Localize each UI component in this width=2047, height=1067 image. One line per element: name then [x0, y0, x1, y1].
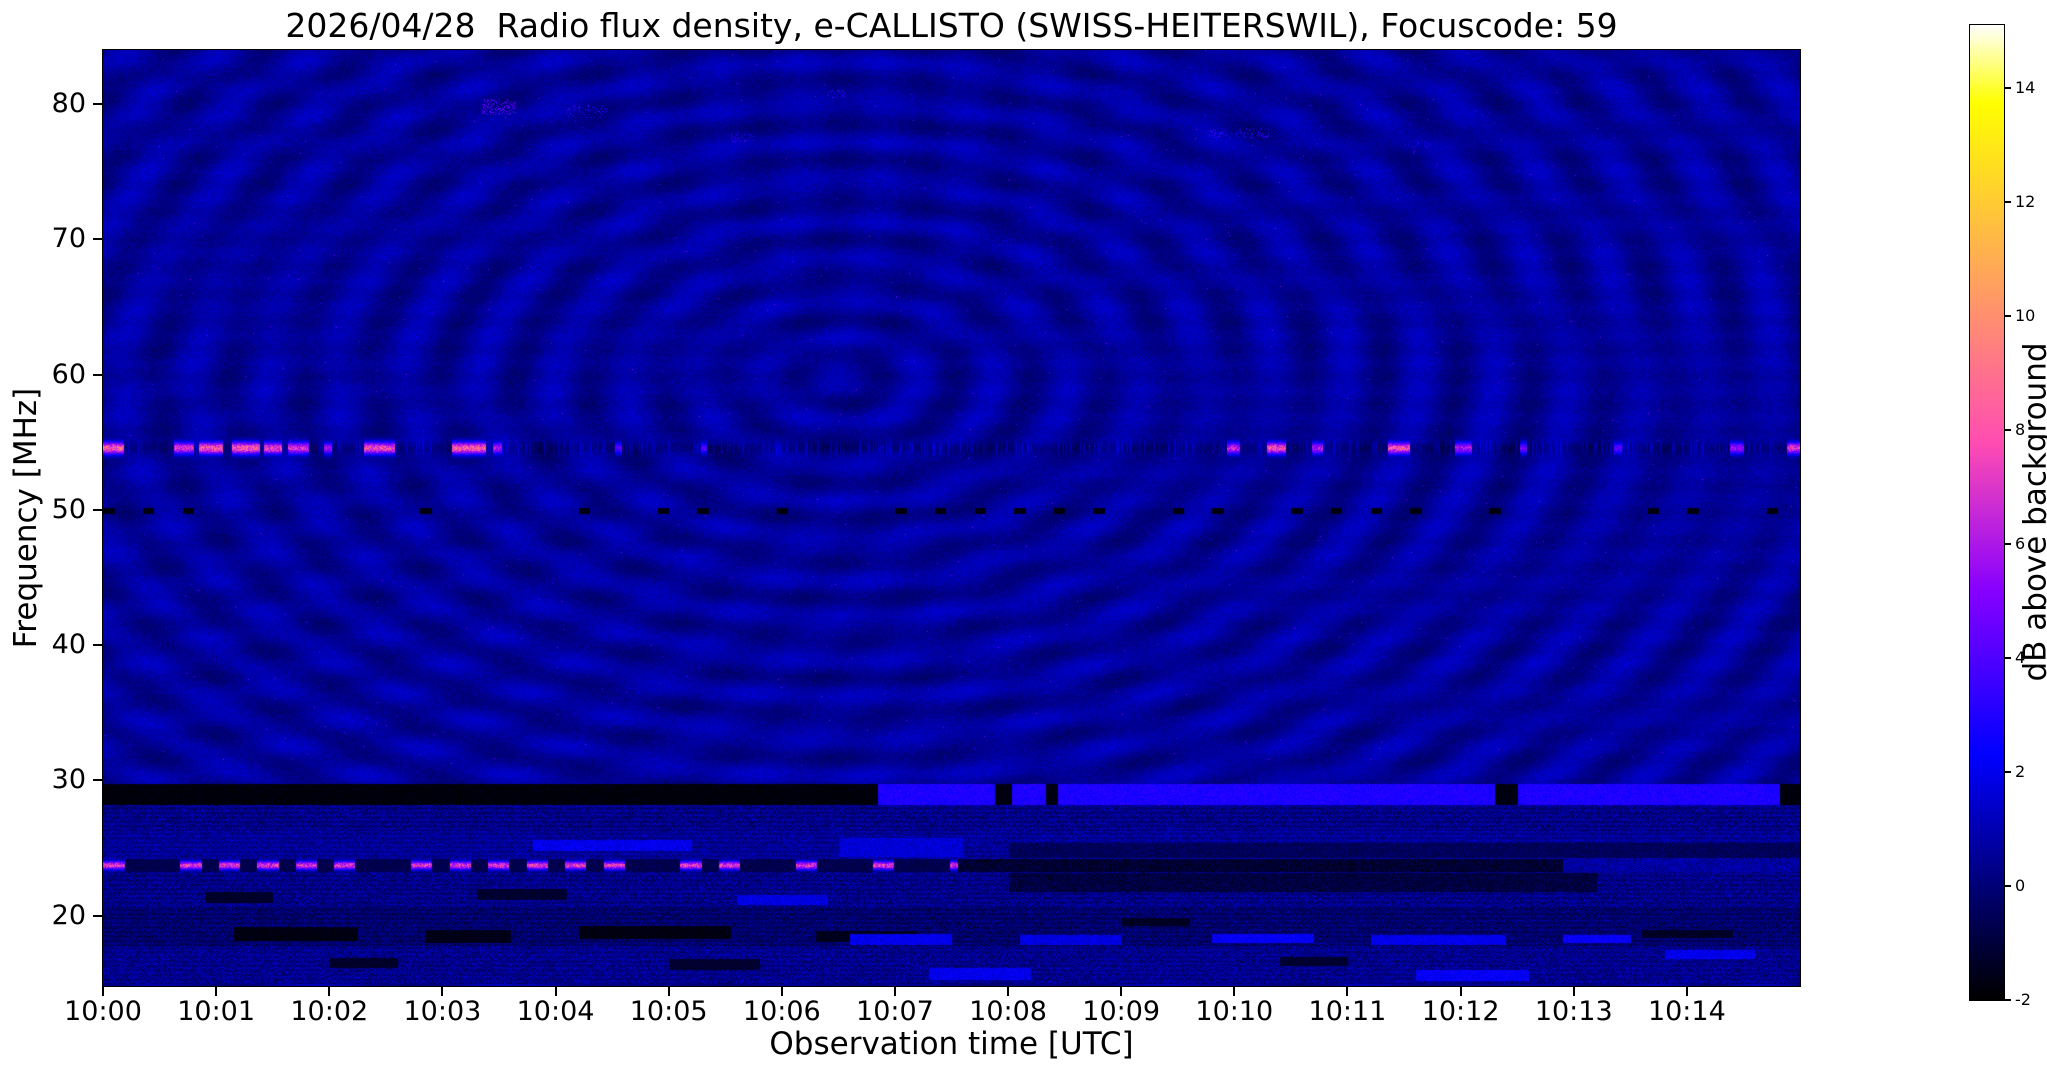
x-tick-label: 10:10: [1195, 996, 1274, 1027]
y-tick-label: 20: [51, 899, 86, 931]
x-tick-mark: [102, 987, 104, 996]
colorbar-tick-mark: [2005, 200, 2011, 203]
x-tick-mark: [1233, 987, 1236, 996]
y-tick-mark: [93, 779, 102, 782]
x-tick-label: 10:02: [290, 996, 369, 1027]
colorbar-tick-label: -2: [2015, 990, 2031, 1009]
colorbar-tick-label: 14: [2015, 77, 2036, 97]
colorbar-tick-label: 4: [2015, 647, 2026, 667]
colorbar-tick-label: 10: [2015, 305, 2036, 325]
x-tick-label: 10:11: [1308, 996, 1387, 1027]
spectrogram-heatmap: [103, 50, 1800, 986]
x-tick-mark: [780, 987, 783, 996]
x-tick-label: 10:01: [177, 996, 256, 1027]
x-tick-mark: [1346, 987, 1349, 996]
colorbar-tick-mark: [2005, 428, 2011, 431]
colorbar-tick-label: 2: [2015, 761, 2026, 781]
colorbar-gradient: [1970, 25, 2004, 1000]
colorbar-tick-mark: [2005, 86, 2011, 89]
y-tick-mark: [93, 103, 102, 106]
x-tick-label: 10:09: [1082, 996, 1161, 1027]
x-tick-label: 10:00: [64, 996, 142, 1027]
x-tick-label: 10:04: [516, 996, 595, 1027]
colorbar: [1969, 24, 2005, 1001]
chart-title: 2026/04/28 Radio flux density, e-CALLIST…: [285, 6, 1618, 45]
x-tick-label: 10:06: [742, 996, 821, 1027]
y-tick-label: 70: [51, 223, 86, 255]
colorbar-tick-mark: [2005, 999, 2011, 1001]
colorbar-tick-label: 0: [2015, 875, 2026, 895]
x-tick-mark: [1007, 987, 1010, 996]
plot-area: [102, 49, 1801, 987]
x-tick-mark: [1120, 987, 1123, 996]
colorbar-tick-mark: [2005, 314, 2011, 317]
x-tick-label: 10:14: [1647, 996, 1726, 1027]
x-tick-label: 10:12: [1421, 996, 1500, 1027]
y-tick-label: 60: [51, 358, 86, 390]
x-tick-mark: [328, 987, 331, 996]
x-tick-mark: [1685, 987, 1688, 996]
y-tick-mark: [93, 508, 102, 511]
x-tick-mark: [893, 987, 896, 996]
x-tick-mark: [554, 987, 557, 996]
x-tick-label: 10:03: [403, 996, 482, 1027]
x-tick-mark: [215, 987, 218, 996]
colorbar-tick-label: 12: [2015, 191, 2036, 211]
y-tick-mark: [93, 238, 102, 241]
x-tick-mark: [667, 987, 670, 996]
colorbar-tick-label: 6: [2015, 533, 2026, 553]
y-tick-label: 30: [51, 764, 86, 796]
x-axis-label: Observation time [UTC]: [769, 1026, 1134, 1062]
y-tick-label: 50: [51, 493, 86, 525]
colorbar-label: dB above background: [2017, 342, 2047, 682]
y-tick-label: 80: [51, 88, 86, 120]
y-tick-label: 40: [51, 629, 86, 661]
y-tick-mark: [93, 644, 102, 647]
y-tick-mark: [93, 914, 102, 917]
x-tick-label: 10:05: [629, 996, 708, 1027]
colorbar-tick-mark: [2005, 542, 2011, 545]
x-tick-mark: [1459, 987, 1462, 996]
colorbar-tick-mark: [2005, 884, 2011, 887]
colorbar-tick-mark: [2005, 656, 2011, 659]
y-tick-mark: [93, 373, 102, 376]
x-tick-mark: [1572, 987, 1575, 996]
x-tick-mark: [441, 987, 444, 996]
x-tick-label: 10:13: [1534, 996, 1613, 1027]
colorbar-tick-label: 8: [2015, 419, 2026, 439]
x-tick-label: 10:08: [969, 996, 1047, 1027]
colorbar-tick-mark: [2005, 770, 2011, 773]
x-tick-label: 10:07: [856, 996, 934, 1027]
